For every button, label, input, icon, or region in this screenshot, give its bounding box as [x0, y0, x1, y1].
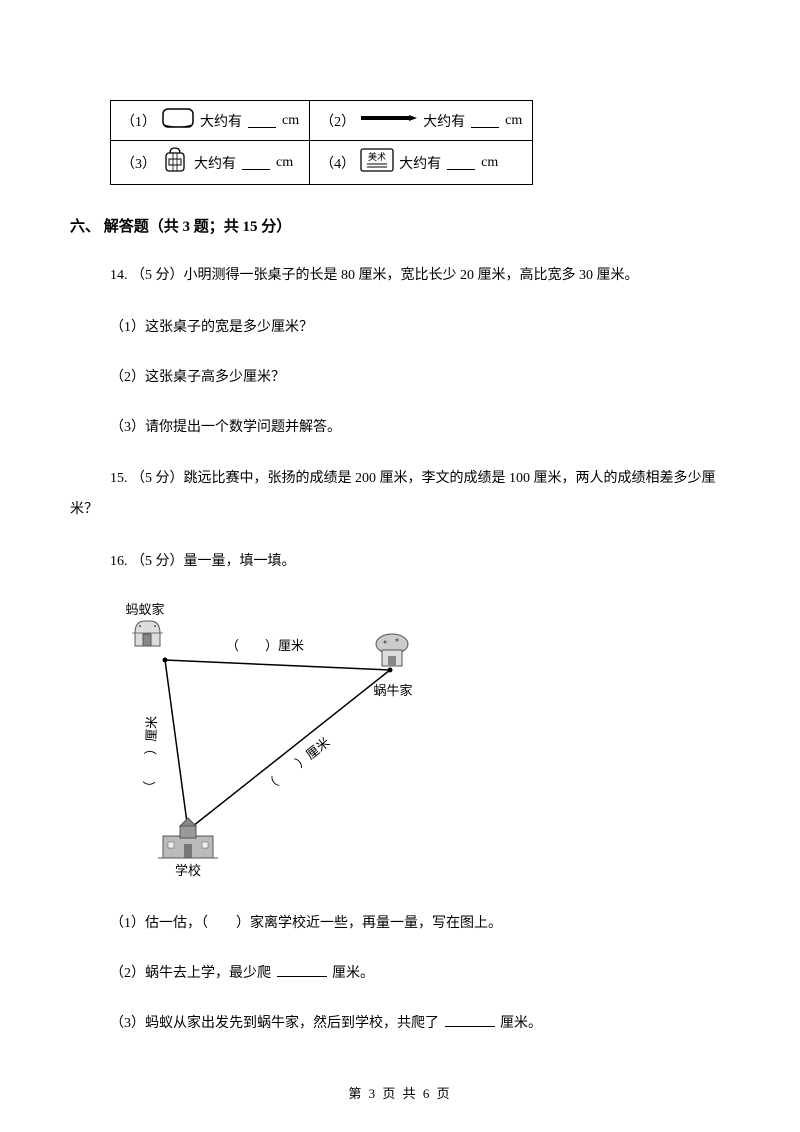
q15-main: 15. （5 分）跳远比赛中，张扬的成绩是 200 厘米，李文的成绩是 100 …: [70, 464, 730, 526]
svg-text:（ ）厘米: （ ）厘米: [142, 716, 160, 794]
triangle-diagram: 蚂蚁家 蜗牛家 学校 （ ）厘米 （ ）厘米 （ ）厘米: [110, 600, 440, 880]
q14-sub2: （2）这张桌子高多少厘米？: [110, 364, 730, 392]
cell-3: （3） 大约有 cm: [121, 145, 299, 180]
blank-field: [447, 156, 475, 170]
cell-4: （4） 美术 大约有 cm: [320, 147, 522, 178]
cell-num: （3）: [121, 153, 156, 173]
q16-sub3: （3）蚂蚁从家出发先到蜗牛家，然后到学校，共爬了 厘米。: [110, 1010, 730, 1038]
cell-num: （4）: [320, 153, 355, 173]
cell-label: 大约有: [194, 153, 236, 173]
cell-1: （1） 大约有 cm: [121, 105, 299, 136]
cell-unit: cm: [481, 155, 498, 171]
cell-label: 大约有: [200, 111, 242, 131]
backpack-icon: [160, 145, 190, 180]
cell-unit: cm: [505, 113, 522, 129]
snail-home-icon: [376, 634, 408, 666]
blank-field: [277, 963, 327, 977]
svg-text:蚂蚁家: 蚂蚁家: [125, 602, 164, 617]
art-book-icon: 美术: [359, 147, 395, 178]
cell-unit: cm: [282, 113, 299, 129]
q16-sub2: （2）蜗牛去上学，最少爬 厘米。: [110, 960, 730, 988]
q16-main: 16. （5 分）量一量，填一填。: [110, 547, 730, 578]
blank-field: [242, 156, 270, 170]
eraser-icon: [160, 105, 196, 136]
q14-main: 14. （5 分）小明测得一张桌子的长是 80 厘米，宽比长少 20 厘米，高比…: [110, 261, 730, 292]
ant-home-icon: [132, 621, 163, 646]
cell-2: （2） 大约有 cm: [320, 111, 522, 131]
q16-sub3a: （3）蚂蚁从家出发先到蜗牛家，然后到学校，共爬了: [110, 1016, 439, 1031]
q14-sub1: （1）这张桌子的宽是多少厘米？: [110, 314, 730, 342]
svg-text:美术: 美术: [368, 151, 386, 162]
pencil-icon: [359, 112, 419, 129]
blank-field: [445, 1013, 495, 1027]
cell-label: 大约有: [423, 111, 465, 131]
cell-num: （2）: [320, 111, 355, 131]
section-6-header: 六、 解答题（共 3 题；共 15 分）: [70, 215, 730, 236]
svg-text:学校: 学校: [175, 863, 201, 878]
svg-text:（ ）厘米: （ ）厘米: [226, 638, 304, 653]
q15-line1a: 15. （5 分）跳远比赛中，张扬的成绩是 200 厘米，李文的成绩是 100 …: [110, 464, 716, 495]
cell-num: （1）: [121, 111, 156, 131]
q16-sub1: （1）估一估，（ ）家离学校近一些，再量一量，写在图上。: [110, 910, 730, 938]
q14-sub3: （3）请你提出一个数学问题并解答。: [110, 414, 730, 442]
svg-text:蜗牛家: 蜗牛家: [373, 683, 412, 698]
school-icon: [158, 818, 218, 858]
blank-field: [471, 114, 499, 128]
cell-label: 大约有: [399, 153, 441, 173]
q15-line1b: 米？: [70, 502, 98, 517]
q16-sub2a: （2）蜗牛去上学，最少爬: [110, 966, 271, 981]
blank-field: [248, 114, 276, 128]
q16-sub2b: 厘米。: [332, 966, 374, 981]
q16-sub3b: 厘米。: [500, 1016, 542, 1031]
cell-unit: cm: [276, 155, 293, 171]
page-footer: 第 3 页 共 6 页: [0, 1083, 800, 1102]
measurement-table: （1） 大约有 cm （2）: [110, 100, 533, 185]
